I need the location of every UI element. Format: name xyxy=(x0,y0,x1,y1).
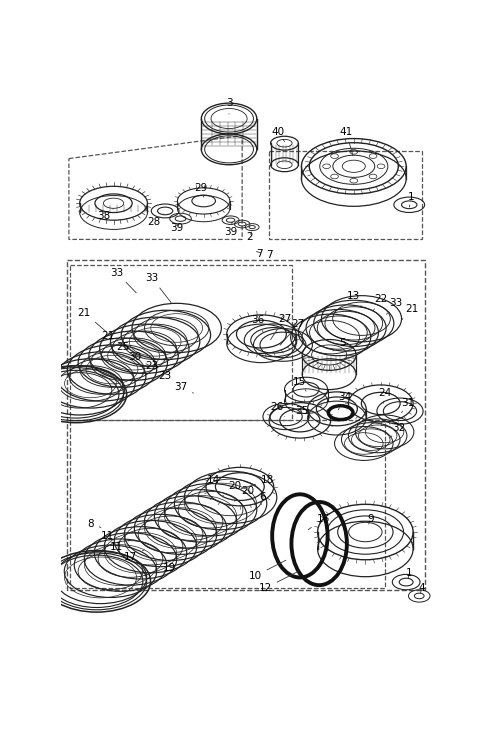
Text: 36: 36 xyxy=(251,315,264,332)
Text: 22: 22 xyxy=(373,294,387,311)
Text: 23: 23 xyxy=(145,362,167,374)
Text: 3: 3 xyxy=(226,98,232,115)
Text: 21: 21 xyxy=(78,307,107,333)
Text: 13: 13 xyxy=(347,291,361,307)
Text: 35: 35 xyxy=(295,406,308,422)
Text: 1: 1 xyxy=(408,192,415,207)
Text: 37: 37 xyxy=(174,382,193,393)
Text: 33: 33 xyxy=(110,268,136,293)
Text: 29: 29 xyxy=(195,183,208,197)
Text: 25: 25 xyxy=(116,342,142,357)
Text: 7: 7 xyxy=(256,249,263,259)
Text: 8: 8 xyxy=(87,519,101,529)
Text: 12: 12 xyxy=(259,572,298,593)
Text: 27: 27 xyxy=(271,314,291,339)
Text: 33: 33 xyxy=(145,273,171,303)
Text: 11: 11 xyxy=(110,539,131,553)
Text: 24: 24 xyxy=(378,388,391,403)
Text: 40: 40 xyxy=(272,126,285,141)
Text: 34: 34 xyxy=(338,392,351,410)
Text: 31: 31 xyxy=(401,399,414,413)
Text: 18: 18 xyxy=(241,475,274,489)
Text: 17: 17 xyxy=(124,550,144,562)
Text: 41: 41 xyxy=(339,126,353,156)
Text: 5: 5 xyxy=(333,339,346,351)
Text: 11: 11 xyxy=(101,530,119,541)
Text: 20: 20 xyxy=(223,481,241,496)
Text: 27: 27 xyxy=(280,319,305,345)
Text: 21: 21 xyxy=(101,330,128,350)
Text: 21: 21 xyxy=(402,304,418,320)
Text: 6: 6 xyxy=(254,493,266,505)
Text: 33: 33 xyxy=(386,298,403,315)
Text: 15: 15 xyxy=(293,377,307,391)
Text: 20: 20 xyxy=(234,487,254,501)
Text: 32: 32 xyxy=(391,423,405,437)
Text: 28: 28 xyxy=(147,214,164,227)
Text: 2: 2 xyxy=(247,232,253,242)
Text: 1: 1 xyxy=(406,568,412,578)
Text: 30: 30 xyxy=(128,352,151,367)
Text: 39: 39 xyxy=(170,223,183,233)
Text: 19: 19 xyxy=(162,559,182,573)
Text: 4: 4 xyxy=(418,583,425,593)
Text: 26: 26 xyxy=(270,402,285,417)
Text: 38: 38 xyxy=(97,208,114,221)
Text: 7: 7 xyxy=(256,250,273,260)
Text: 16: 16 xyxy=(308,514,330,530)
Text: 14: 14 xyxy=(204,475,220,491)
Text: 10: 10 xyxy=(249,560,286,581)
Text: 23: 23 xyxy=(158,371,178,383)
Text: 39: 39 xyxy=(224,222,237,237)
Text: 9: 9 xyxy=(367,514,374,524)
